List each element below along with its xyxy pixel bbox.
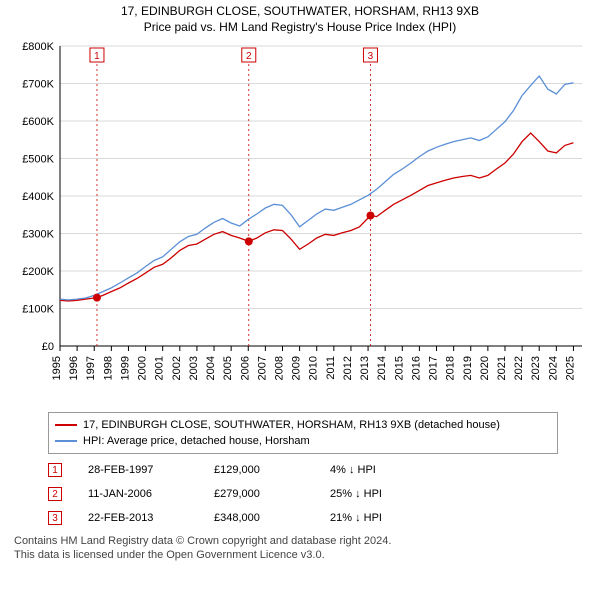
x-tick-label: 2003 (188, 356, 200, 380)
x-tick-label: 2012 (342, 356, 354, 380)
x-tick-label: 2009 (291, 356, 303, 380)
footnote-line-1: Contains HM Land Registry data © Crown c… (14, 534, 586, 548)
y-tick-label: £600K (22, 116, 54, 128)
line-chart-svg: £0 £100K £200K £300K £400K £500K £600K £700K £80… (12, 36, 588, 406)
x-tick-label: 2013 (359, 356, 371, 380)
x-tick-label: 1996 (68, 356, 80, 380)
sales-delta: 4% ↓ HPI (330, 464, 376, 476)
x-tick-label: 2011 (325, 356, 337, 380)
sales-delta: 25% ↓ HPI (330, 488, 382, 500)
x-tick-label: 2023 (530, 356, 542, 380)
x-tick-label: 2000 (137, 356, 149, 380)
y-tick-label: £700K (22, 79, 54, 91)
x-tick-label: 2025 (564, 356, 576, 380)
x-tick-label: 1995 (51, 356, 63, 380)
sales-table: 1 28-FEB-1997 £129,000 4% ↓ HPI 2 11-JAN-2006… (48, 458, 586, 530)
x-tick-label: 2016 (410, 356, 422, 380)
y-tick-label: £100K (22, 304, 54, 316)
sales-date: 22-FEB-2013 (88, 512, 188, 524)
x-tick-label: 2002 (171, 356, 183, 380)
x-tick-label: 2001 (154, 356, 166, 380)
legend-label: 17, EDINBURGH CLOSE, SOUTHWATER, HORSHAM… (83, 419, 500, 431)
chart-title-main: 17, EDINBURGH CLOSE, SOUTHWATER, HORSHAM… (10, 4, 590, 18)
y-tick-label: £500K (22, 154, 54, 166)
x-tick-label: 2004 (205, 356, 217, 380)
marker-num: 2 (246, 51, 252, 62)
sales-num-box: 1 (48, 463, 62, 477)
y-tick-label: £800K (22, 41, 54, 53)
legend: 17, EDINBURGH CLOSE, SOUTHWATER, HORSHAM… (48, 412, 558, 454)
sales-row: 3 22-FEB-2013 £348,000 21% ↓ HPI (48, 506, 586, 530)
series-hpi (60, 76, 573, 300)
x-tick-label: 2014 (376, 356, 388, 380)
x-tick-label: 2006 (239, 356, 251, 380)
sales-delta: 21% ↓ HPI (330, 512, 382, 524)
marker-dot (245, 237, 253, 245)
y-tick-label: £400K (22, 191, 54, 203)
footnote: Contains HM Land Registry data © Crown c… (14, 534, 586, 563)
x-tick-label: 2021 (496, 356, 508, 380)
legend-row: 17, EDINBURGH CLOSE, SOUTHWATER, HORSHAM… (55, 417, 551, 433)
x-tick-label: 2015 (393, 356, 405, 380)
x-tick-label: 2019 (462, 356, 474, 380)
legend-swatch (55, 420, 77, 430)
x-tick-label: 1999 (119, 356, 131, 380)
sales-price: £129,000 (214, 464, 304, 476)
chart-title-sub: Price paid vs. HM Land Registry's House … (10, 20, 590, 34)
sales-price: £279,000 (214, 488, 304, 500)
footnote-line-2: This data is licensed under the Open Gov… (14, 548, 586, 562)
x-tick-label: 2020 (479, 356, 491, 380)
legend-swatch (55, 436, 77, 446)
legend-row: HPI: Average price, detached house, Hors… (55, 433, 551, 449)
marker-num: 1 (94, 51, 100, 62)
x-tick-label: 1997 (85, 356, 97, 380)
x-tick-label: 2017 (428, 356, 440, 380)
sales-row: 1 28-FEB-1997 £129,000 4% ↓ HPI (48, 458, 586, 482)
sales-num-box: 2 (48, 487, 62, 501)
sales-price: £348,000 (214, 512, 304, 524)
x-tick-label: 2005 (222, 356, 234, 380)
y-tick-label: £0 (42, 341, 54, 353)
x-tick-label: 2010 (308, 356, 320, 380)
x-tick-label: 2008 (273, 356, 285, 380)
marker-num: 3 (368, 51, 374, 62)
y-tick-label: £200K (22, 266, 54, 278)
sales-date: 28-FEB-1997 (88, 464, 188, 476)
x-tick-label: 2007 (256, 356, 268, 380)
sales-row: 2 11-JAN-2006 £279,000 25% ↓ HPI (48, 482, 586, 506)
chart-area: £0 £100K £200K £300K £400K £500K £600K £700K £80… (12, 36, 588, 406)
sales-date: 11-JAN-2006 (88, 488, 188, 500)
marker-dot (366, 212, 374, 220)
x-tick-label: 2024 (547, 356, 559, 380)
x-tick-label: 2018 (445, 356, 457, 380)
sales-num-box: 3 (48, 511, 62, 525)
x-tick-label: 1998 (102, 356, 114, 380)
legend-label: HPI: Average price, detached house, Hors… (83, 435, 310, 447)
x-tick-label: 2022 (513, 356, 525, 380)
marker-dot (93, 294, 101, 302)
y-tick-label: £300K (22, 229, 54, 241)
